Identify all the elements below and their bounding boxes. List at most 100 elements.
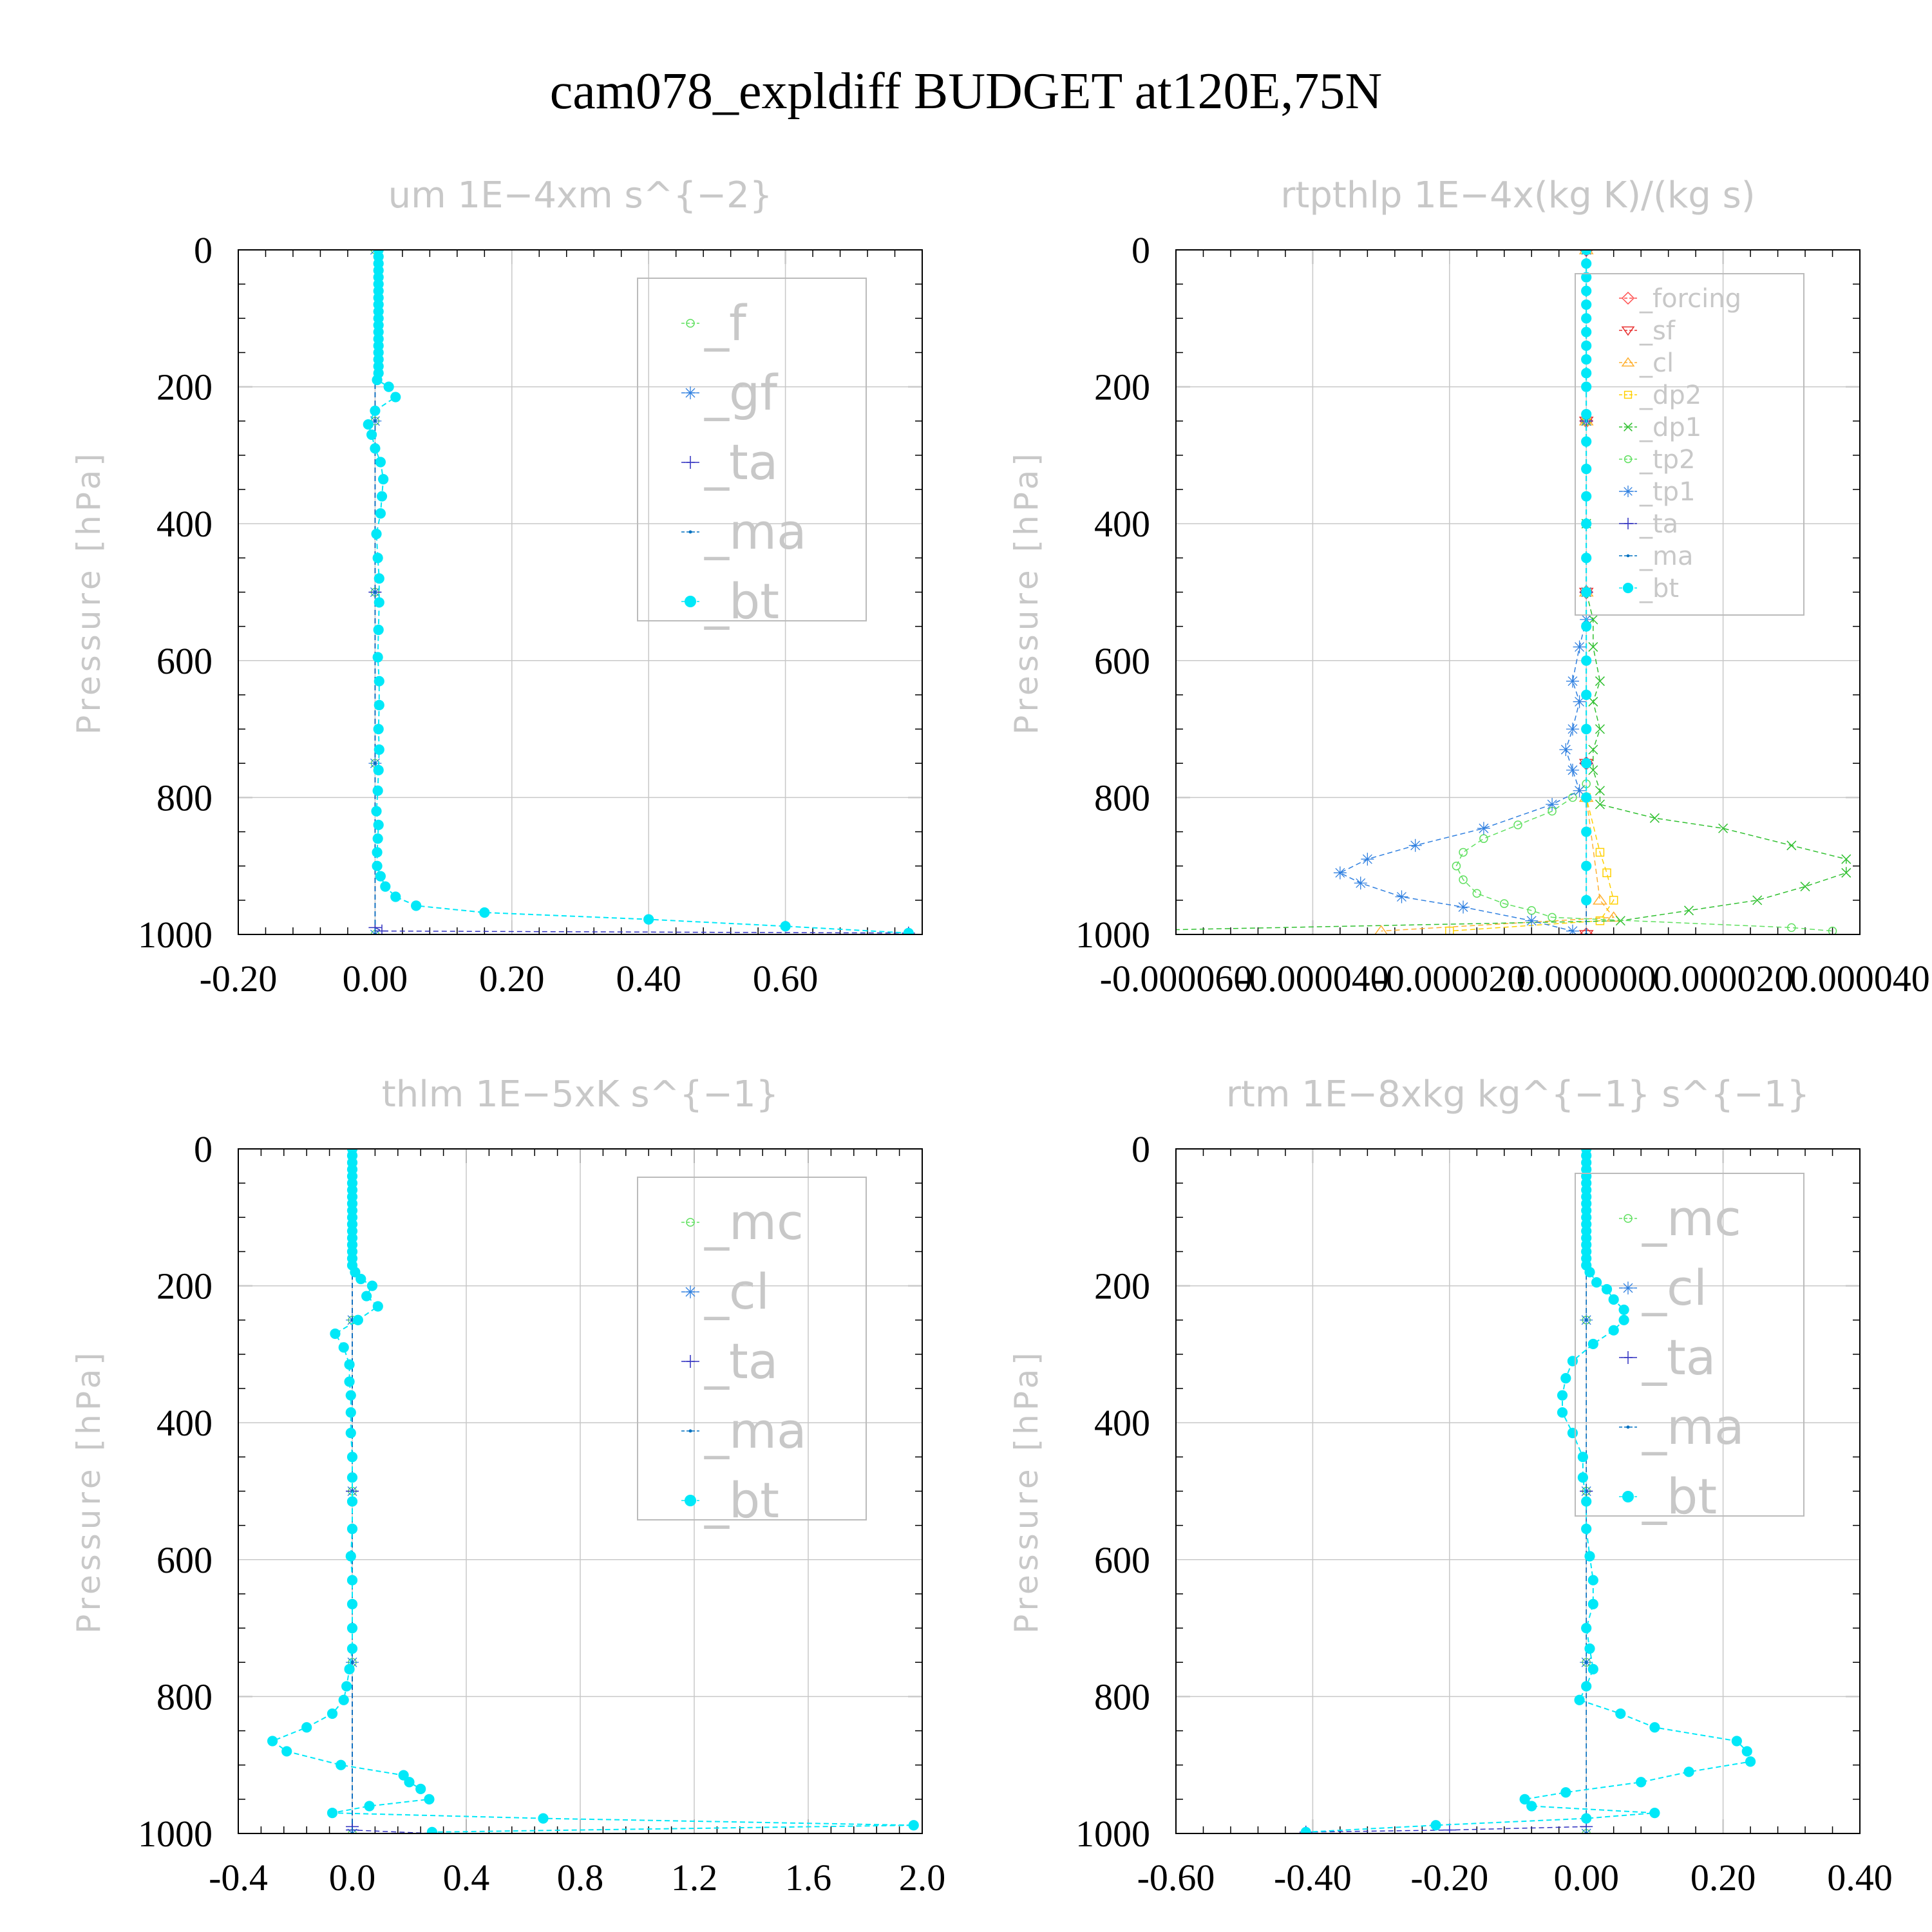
x-tick-label: 0.0 — [329, 1857, 376, 1899]
legend-entry: _ma — [681, 1402, 807, 1459]
data-point — [363, 419, 374, 430]
legend-marker — [686, 1218, 695, 1227]
legend-marker — [684, 1355, 697, 1368]
data-point — [1591, 1277, 1602, 1288]
data-point — [371, 806, 382, 817]
legend-label: _cl — [704, 1263, 770, 1320]
data-point — [1828, 926, 1837, 934]
data-point — [1800, 882, 1810, 892]
data-point — [267, 1736, 278, 1747]
x-tick-label: 0.8 — [557, 1857, 604, 1899]
data-point — [1741, 1746, 1752, 1757]
data-point — [346, 1623, 358, 1634]
plot-area — [1299, 1149, 1756, 1833]
data-point — [1472, 889, 1482, 898]
data-point — [373, 419, 377, 423]
data-point — [301, 1722, 312, 1733]
data-point — [350, 1660, 354, 1664]
data-point — [341, 1681, 352, 1692]
data-point — [1361, 853, 1374, 866]
x-tick-label: 0.000040 — [1790, 958, 1930, 999]
legend-marker — [1622, 1351, 1634, 1364]
x-tick-label: -0.20 — [200, 958, 278, 999]
legend-marker — [1624, 422, 1633, 431]
x-tick-label: 0.00 — [343, 958, 408, 999]
data-point — [374, 597, 384, 608]
data-point — [372, 847, 383, 858]
legend-label: _ma — [1639, 542, 1693, 571]
y-tick-label: 600 — [1094, 640, 1150, 682]
data-point — [338, 1342, 349, 1353]
series_bt — [1581, 250, 1592, 905]
data-point — [1581, 1623, 1592, 1634]
gridlines — [1176, 1149, 1860, 1833]
data-point — [1581, 272, 1592, 283]
legend-label: _ma — [1642, 1398, 1745, 1455]
legend-entry: _f — [681, 294, 748, 352]
series_dp1 — [1176, 250, 1852, 931]
data-point — [1581, 792, 1592, 803]
data-point — [380, 881, 391, 892]
series-line — [1339, 250, 1587, 932]
x-tick-label: 0.000020 — [1653, 958, 1794, 999]
data-point — [1841, 867, 1852, 878]
y-axis-label: Pressure [hPa] — [1008, 1349, 1045, 1634]
data-point — [1584, 1551, 1595, 1562]
legend-label: _sf — [1639, 316, 1676, 346]
y-tick-label: 600 — [156, 1539, 213, 1581]
data-point — [370, 405, 381, 416]
data-point — [1588, 744, 1598, 755]
data-point — [1526, 1801, 1537, 1812]
data-point — [350, 1490, 354, 1493]
data-point — [1581, 724, 1592, 735]
y-axis-label: Pressure [hPa] — [1008, 450, 1045, 735]
panel-1: um 1E−4xm s^{−2} Pressure [hPa] 0 200 400 600… — [70, 175, 923, 999]
data-point — [1609, 896, 1618, 905]
legend-marker — [684, 386, 697, 399]
data-point — [372, 785, 383, 796]
series-line — [352, 1149, 432, 1833]
data-point — [374, 573, 384, 584]
series-line — [367, 250, 909, 934]
data-point — [361, 1291, 372, 1302]
y-tick-label: 200 — [1094, 366, 1150, 408]
legend-marker — [1622, 1491, 1634, 1502]
data-point — [1560, 1787, 1571, 1798]
y-axis-label: Pressure [hPa] — [70, 1349, 108, 1634]
series_tp1 — [1333, 250, 1593, 934]
data-point — [1395, 890, 1408, 904]
data-point — [1579, 927, 1594, 934]
legend-label: _f — [704, 294, 748, 352]
legend-label: _bt — [1639, 574, 1679, 603]
y-tick-label: 600 — [1094, 1539, 1150, 1581]
data-point — [1581, 826, 1592, 837]
data-point — [1408, 838, 1422, 852]
data-point — [1577, 1472, 1588, 1483]
data-point — [1745, 1756, 1756, 1767]
data-point — [1618, 1314, 1629, 1325]
data-point — [1566, 674, 1579, 688]
y-tick-label: 200 — [156, 366, 213, 408]
legend-entry: _ma — [681, 503, 807, 560]
axis-ticks — [1175, 249, 1861, 935]
legend-entry: _bt — [681, 1472, 779, 1529]
legend-entry: _tp1 — [1619, 477, 1696, 507]
data-point — [1592, 894, 1607, 905]
legend-marker — [1622, 518, 1634, 529]
x-tick-label: -0.60 — [1137, 1857, 1215, 1899]
series_ta — [368, 250, 915, 934]
legend-entry: _tp2 — [1619, 445, 1696, 475]
x-tick-label: 0.40 — [616, 958, 681, 999]
data-point — [1477, 822, 1490, 835]
legend-entry: _ma — [1619, 1398, 1745, 1455]
data-point — [373, 624, 384, 636]
data-point — [375, 508, 386, 519]
data-point — [1595, 786, 1605, 796]
data-point — [1588, 765, 1598, 775]
data-point — [1581, 491, 1592, 502]
legend: _f _gf _ta _ma _bt — [637, 278, 867, 630]
series-line — [1305, 1149, 1587, 1833]
legend: _mc _cl _ta _ma _bt — [1575, 1173, 1804, 1525]
data-point — [373, 591, 377, 594]
data-point — [366, 429, 377, 440]
